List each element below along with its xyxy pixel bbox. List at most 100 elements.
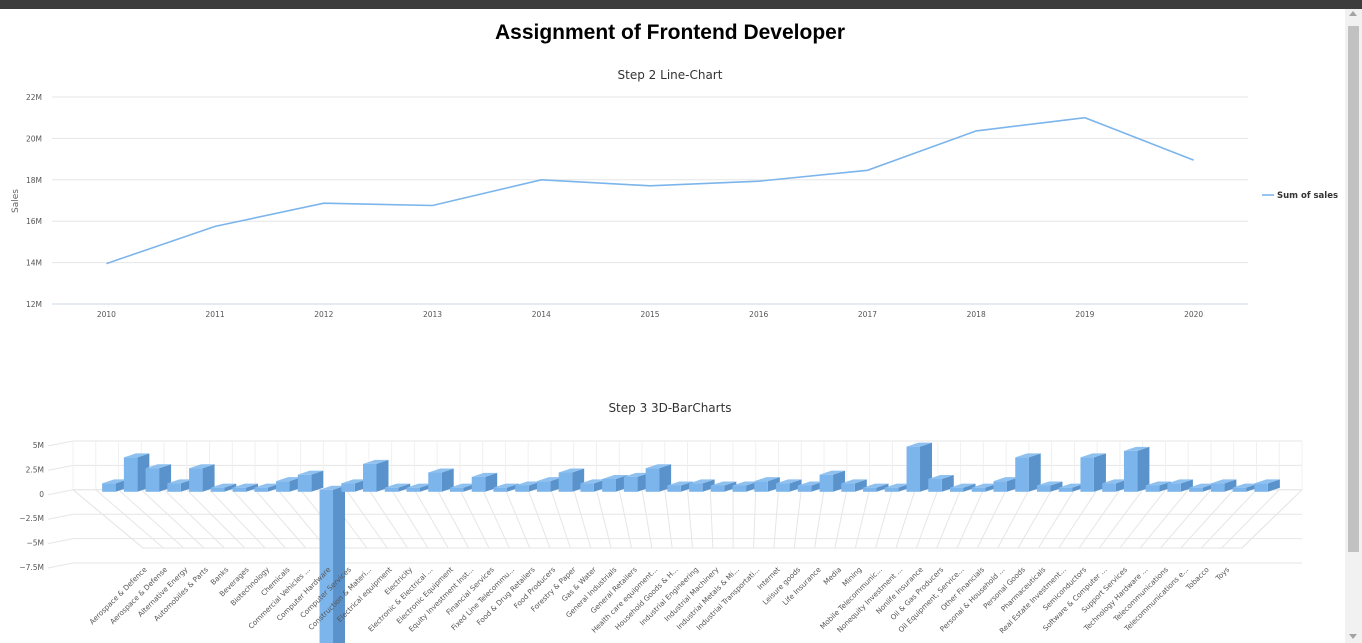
bar-top-face — [776, 479, 802, 484]
bar-front-face — [1232, 487, 1247, 492]
line-x-tick-label: 2015 — [640, 310, 659, 319]
line-y-tick-label: 12M — [26, 300, 42, 309]
bar-floor-gridline — [1017, 489, 1053, 549]
bar-side-gridline — [47, 538, 74, 545]
bar-floor-gridline — [163, 489, 225, 549]
bar-top-face — [341, 479, 367, 484]
bar-health-care-equipment[interactable] — [645, 464, 672, 492]
bar-top-face — [189, 464, 215, 469]
bar-y-tick-label: 2.5M — [26, 465, 44, 474]
bar-front-face — [471, 476, 486, 492]
bar-personal-household[interactable] — [1015, 453, 1041, 492]
bar-real-estate-investment[interactable] — [1080, 453, 1106, 492]
bar-top-face — [493, 483, 519, 488]
bar-equity-investment-inst[interactable] — [449, 483, 476, 492]
bar-aerospace-defense[interactable] — [123, 453, 150, 492]
bar-floor-gridline — [254, 489, 307, 549]
bar-front-face — [776, 483, 790, 492]
bar-alternative-energy[interactable] — [145, 464, 172, 492]
bar-electrical-equipment[interactable] — [363, 459, 389, 492]
bar-toys[interactable] — [1254, 479, 1280, 492]
bar-top-face — [471, 472, 498, 477]
bar-floor-gridline — [1139, 489, 1189, 549]
bar-top-face — [667, 481, 693, 486]
bar-personal-goods[interactable] — [1036, 481, 1063, 492]
bar-floor-gridline — [753, 489, 757, 549]
bar-floor-gridline — [1221, 489, 1280, 549]
bar-floor-gridline — [709, 489, 714, 549]
bar-side-face — [398, 483, 411, 492]
bar-top-face — [1058, 483, 1085, 488]
bar-floor-gridline — [1241, 489, 1303, 549]
bar-front-face — [189, 468, 203, 492]
bar-front-face — [971, 487, 986, 492]
bar-top-face — [449, 483, 476, 488]
bar-front-face — [863, 487, 877, 492]
bar-floor-gridline — [1099, 489, 1144, 549]
bar-top-face — [384, 483, 411, 488]
bar-banks[interactable] — [189, 464, 215, 492]
bar-front-face — [145, 468, 160, 492]
bar-tobacco[interactable] — [1232, 483, 1259, 492]
legend-item-sum-of-sales[interactable]: Sum of sales — [1277, 191, 1338, 201]
bar-chemicals[interactable] — [254, 483, 280, 492]
bar-biotechnology[interactable] — [232, 483, 259, 492]
bar-floor-gridline — [687, 489, 693, 549]
bar-computer-services[interactable] — [319, 485, 346, 643]
bar-front-face — [1210, 483, 1225, 492]
bar-top-face — [906, 442, 933, 447]
bar-beverages[interactable] — [210, 483, 237, 492]
bar-front-face — [232, 487, 247, 492]
bar-side-face — [202, 464, 215, 492]
bar-financial-services[interactable] — [471, 472, 498, 492]
bar-x-tick-label: Toys — [1213, 565, 1231, 583]
bar-electronic-equipment[interactable] — [428, 468, 454, 492]
bar-floor-gridline — [1078, 489, 1121, 549]
bar-front-face — [1036, 485, 1051, 492]
bar-general-retailers[interactable] — [623, 472, 650, 492]
bar-side-face — [485, 472, 498, 492]
bar-mobile-telecommunic[interactable] — [884, 483, 911, 492]
bar-floor-gridline — [1119, 489, 1166, 549]
scroll-down-arrow-icon[interactable] — [1349, 634, 1357, 639]
bar-mining[interactable] — [863, 483, 889, 492]
line-chart-legend[interactable]: Sum of sales — [1262, 191, 1338, 201]
browser-top-bar — [0, 0, 1362, 9]
bar-pharmaceuticals[interactable] — [1058, 483, 1085, 492]
bar-forestry-paper[interactable] — [558, 468, 585, 492]
bar-nonlife-insurance[interactable] — [928, 475, 954, 492]
scroll-up-arrow-icon[interactable] — [1349, 11, 1357, 16]
bar-oil-equipment-service[interactable] — [971, 483, 998, 492]
bar-front-face — [645, 468, 660, 492]
bar-front-face — [254, 487, 268, 492]
bar-oil-gas-producers[interactable] — [950, 483, 976, 492]
bar-general-industrials[interactable] — [602, 475, 628, 492]
bar-software-computer[interactable] — [1123, 446, 1150, 492]
bar-floor-gridline — [459, 489, 490, 549]
bar-top-face — [928, 475, 954, 479]
bar-side-face — [724, 481, 737, 492]
bar-fixed-line-telecommu[interactable] — [493, 483, 519, 492]
bar-floor-gridline — [1200, 489, 1257, 549]
bar-front-face — [363, 463, 377, 492]
line-series-sum-of-sales[interactable] — [106, 116, 1194, 265]
bar-front-face — [515, 485, 529, 492]
bar-floor-gridline — [1180, 489, 1235, 549]
bar-floor-gridline — [186, 489, 246, 549]
bar-industrial-machinery[interactable] — [710, 481, 737, 492]
bar-electronic-electrical[interactable] — [406, 483, 432, 492]
bar-top-face — [254, 483, 280, 488]
line-x-tick-label: 2018 — [967, 310, 986, 319]
bar-life-insurance[interactable] — [819, 470, 846, 492]
bar-top-face — [1145, 481, 1172, 486]
scrollbar-thumb[interactable] — [1348, 26, 1359, 552]
bar-floor-gridline — [664, 489, 673, 549]
bar-front-face — [950, 487, 964, 492]
bar-floor-gridline — [956, 489, 984, 549]
bar-top-face — [623, 472, 650, 477]
bar-side-gridline — [47, 440, 74, 447]
bar-y-tick-label: 0 — [39, 490, 44, 499]
bar-electricity[interactable] — [384, 483, 411, 492]
bar-computer-hardware[interactable] — [297, 470, 324, 492]
bar-nonequity-investment[interactable] — [906, 442, 933, 492]
